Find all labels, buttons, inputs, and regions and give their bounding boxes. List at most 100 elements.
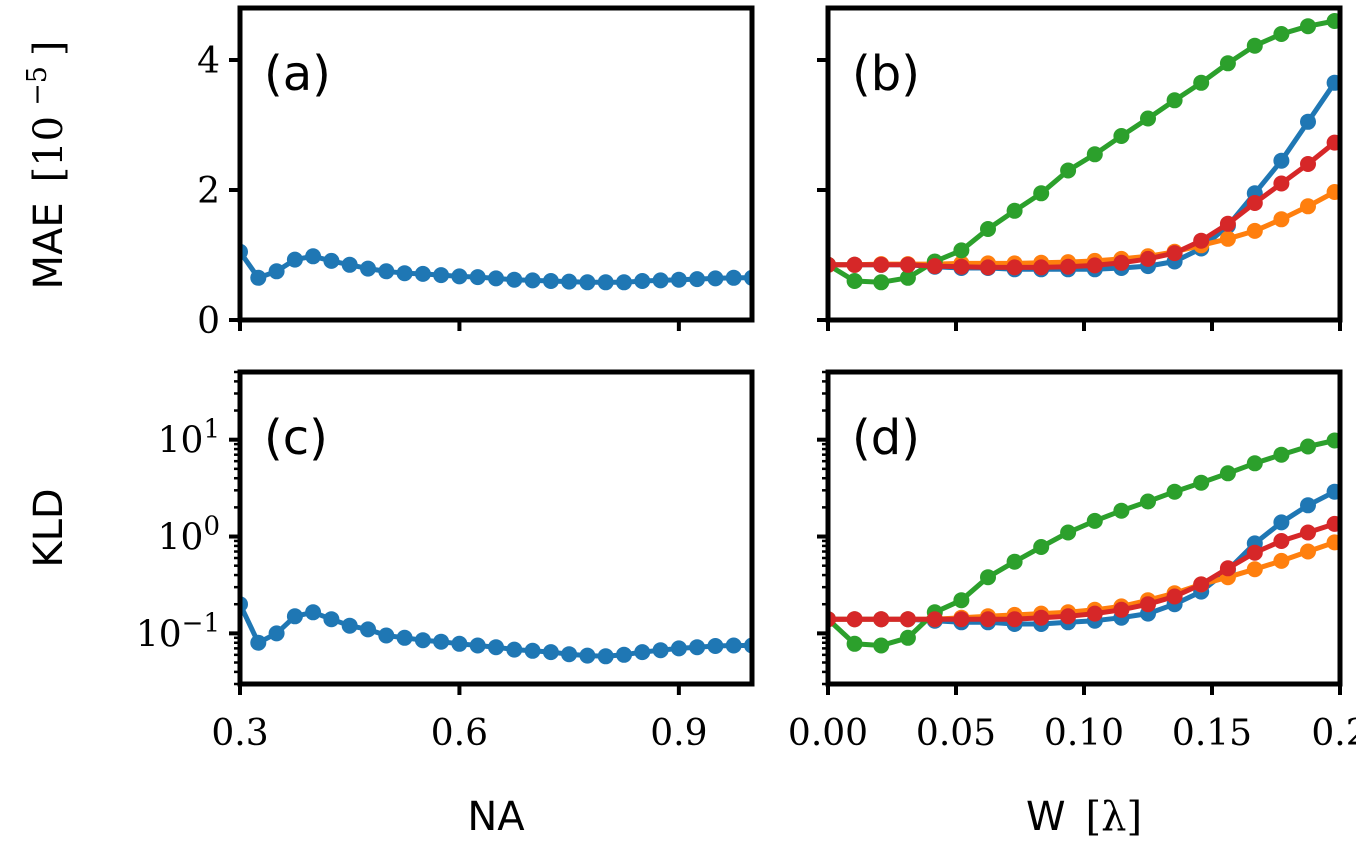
data-point-red	[873, 256, 890, 273]
left-xlabel: NA	[467, 794, 525, 840]
data-point-red	[1300, 156, 1316, 172]
data-point-orange	[1273, 552, 1290, 569]
data-point-red	[1193, 232, 1210, 249]
data-point-red	[1246, 195, 1263, 211]
x-tick-label-c: 0.9	[650, 713, 707, 754]
data-point-red	[1113, 254, 1130, 271]
right-xlabel-unit: [λ]	[1086, 794, 1143, 840]
data-point-blue	[634, 644, 651, 661]
data-point-blue	[579, 647, 596, 664]
data-point-red	[846, 611, 863, 628]
top-ylabel-text: MAE	[26, 202, 72, 289]
data-point-red	[846, 256, 863, 273]
data-point-blue	[250, 634, 267, 651]
data-point-red	[1140, 596, 1156, 613]
data-point-red	[1326, 515, 1340, 532]
data-point-blue	[286, 251, 303, 268]
y-tick-label-a: 2	[197, 171, 220, 212]
data-point-green	[1300, 438, 1316, 455]
y-tick-base: 10	[158, 518, 204, 559]
right-xlabel: W [λ]	[1026, 794, 1142, 840]
y-tick-label-a: 4	[197, 41, 220, 82]
top-ylabel-exponent: −5	[22, 66, 53, 106]
panel-d: 0.00 0.05 0.10 0.15 0.2 (d)	[788, 369, 1356, 754]
data-point-blue	[725, 269, 742, 286]
data-point-green	[953, 242, 970, 259]
data-point-red	[953, 611, 970, 628]
data-point-blue	[451, 268, 468, 285]
y-tick-exponent: 1	[203, 415, 220, 445]
data-point-blue	[652, 642, 669, 659]
data-point-blue	[488, 270, 504, 287]
series-line-blue	[828, 81, 1337, 272]
data-point-orange	[1219, 230, 1236, 247]
data-point-blue	[1273, 514, 1290, 531]
data-point-orange	[1326, 184, 1340, 200]
data-point-green	[1033, 539, 1050, 555]
data-point-blue	[396, 265, 413, 282]
data-point-red	[1219, 215, 1236, 232]
data-point-green	[1113, 128, 1130, 144]
data-point-red	[1326, 134, 1340, 151]
data-point-red	[1166, 245, 1183, 262]
data-point-blue	[670, 640, 687, 657]
data-point-red	[1033, 259, 1050, 276]
top-ylabel-unit: [10	[26, 116, 72, 183]
data-point-green	[1140, 110, 1156, 127]
data-point-green	[846, 635, 863, 652]
panel-b: (b)	[817, 5, 1343, 331]
bottom-ylabel: KLD	[26, 488, 72, 567]
data-point-orange	[1300, 543, 1316, 560]
data-point-blue	[542, 644, 559, 661]
data-point-red	[1246, 544, 1263, 561]
data-point-red	[926, 258, 943, 275]
y-tick-label-a: 0	[197, 301, 220, 342]
data-point-blue	[1300, 497, 1316, 514]
data-point-blue	[451, 635, 468, 652]
data-point-red	[1219, 560, 1236, 577]
data-point-green	[873, 274, 890, 291]
data-point-orange	[1246, 561, 1263, 578]
series-group-d	[828, 432, 1340, 654]
data-point-blue	[524, 642, 541, 659]
data-point-red	[1086, 605, 1103, 622]
data-point-blue	[396, 629, 413, 646]
data-point-green	[899, 269, 916, 286]
data-point-blue	[360, 621, 376, 638]
top-ylabel: MAE [10 −5 ]	[10, 40, 72, 289]
panel-a: 0 2 4 (a)	[197, 5, 755, 342]
y-tick-base: 10	[158, 421, 204, 462]
y-tick-label-c: 100	[158, 512, 220, 559]
data-point-red	[899, 256, 916, 273]
data-point-red	[1300, 524, 1316, 541]
data-point-green	[1166, 92, 1183, 109]
data-point-green	[980, 221, 996, 237]
data-point-blue	[414, 265, 431, 282]
data-point-blue	[286, 608, 303, 625]
data-point-blue	[616, 646, 632, 663]
data-point-green	[1086, 512, 1103, 529]
x-tick-label-c: 0.3	[211, 713, 268, 754]
panel-label-b: (b)	[852, 46, 920, 102]
panel-label-d: (d)	[852, 410, 920, 466]
data-point-blue	[506, 271, 523, 288]
data-point-blue	[250, 269, 267, 286]
top-ylabel-close: ]	[26, 40, 72, 56]
data-point-green	[1060, 162, 1077, 179]
data-point-blue	[561, 273, 578, 290]
data-point-blue	[268, 625, 285, 642]
data-point-green	[1193, 474, 1210, 491]
data-point-blue	[378, 627, 395, 644]
data-point-orange	[1246, 222, 1263, 239]
data-point-blue	[433, 633, 450, 650]
x-tick-label-d: 0.00	[788, 713, 868, 754]
data-point-blue	[597, 274, 614, 291]
data-point-green	[1193, 74, 1210, 91]
data-point-green	[1273, 446, 1290, 463]
data-point-green	[1140, 493, 1156, 510]
data-point-red	[926, 611, 943, 628]
right-xlabel-text: W	[1026, 794, 1066, 840]
x-tick-label-d: 0.05	[916, 713, 996, 754]
